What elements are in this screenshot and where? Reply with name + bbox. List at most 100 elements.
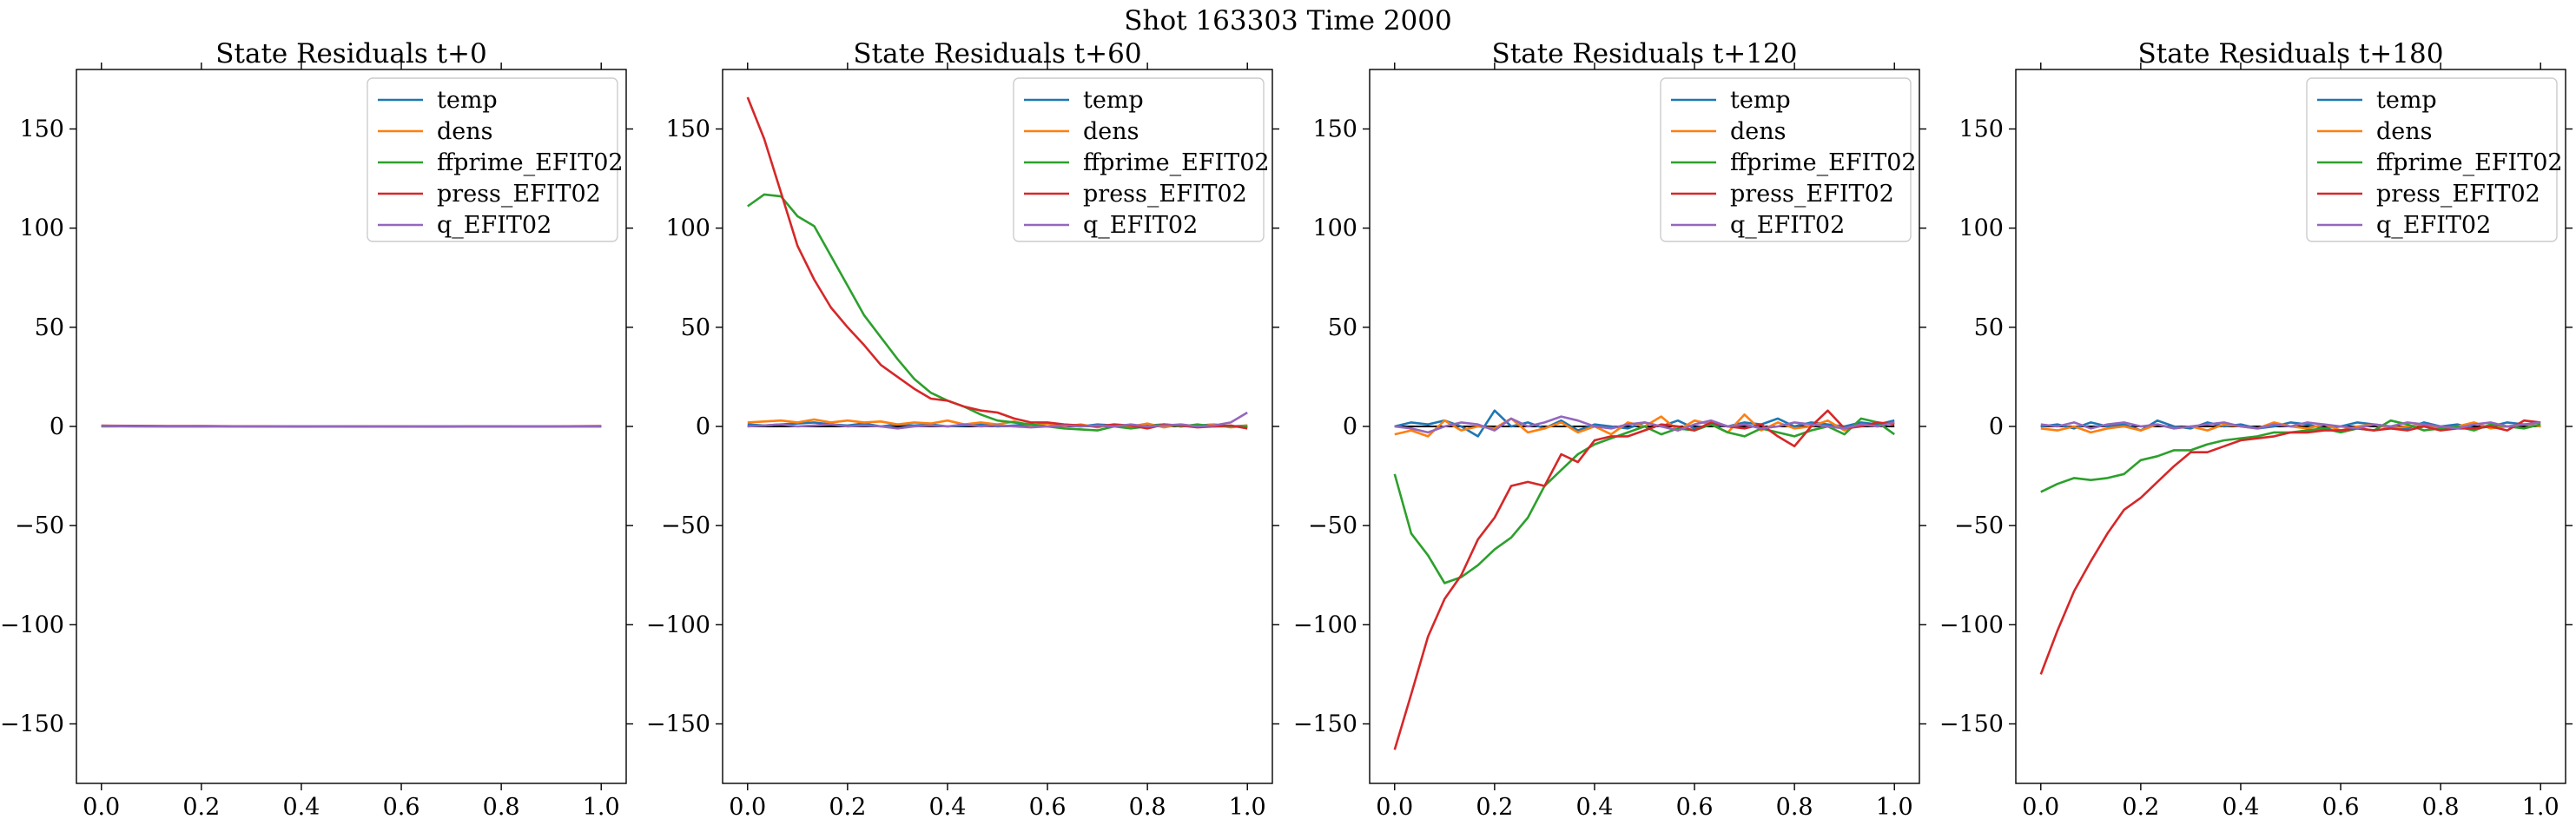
y-tick-label: 0 (1343, 413, 1357, 440)
series-line-ffprime-efit02 (1393, 417, 1895, 585)
axes-frame (722, 69, 1273, 784)
y-tick-label: 100 (19, 215, 64, 242)
x-tick-label: 1.0 (2522, 794, 2559, 819)
x-tick-label: 0.0 (729, 794, 766, 819)
legend-entry: q_EFIT02 (1730, 212, 1845, 239)
x-tick-label: 1.0 (583, 794, 620, 819)
y-tick-label: −100 (1939, 611, 2004, 638)
legend-entry: dens (437, 118, 493, 145)
x-tick-label: 0.2 (2122, 794, 2159, 819)
axes-frame (2015, 69, 2566, 784)
legend-entry: q_EFIT02 (1083, 212, 1198, 239)
y-tick-label: 0 (1989, 413, 2004, 440)
legend-entry: q_EFIT02 (2376, 212, 2491, 239)
x-tick-label: 0.8 (483, 794, 520, 819)
y-tick-label: 50 (35, 314, 64, 341)
y-tick-label: 150 (1958, 116, 2004, 143)
panel-title: State Residuals t+180 (2138, 38, 2444, 69)
x-tick-label: 0.0 (1376, 794, 1413, 819)
y-tick-label: 50 (1974, 314, 2004, 341)
legend-entry: dens (2376, 118, 2433, 145)
legend-entry: press_EFIT02 (1730, 181, 1894, 208)
legend-box (1660, 77, 1912, 242)
x-tick-label: 0.6 (383, 794, 420, 819)
legend-entry: ffprime_EFIT02 (1083, 149, 1270, 176)
series-line-press-efit02 (1393, 409, 1895, 750)
y-tick-label: −150 (1939, 711, 2004, 738)
x-tick-label: 0.0 (83, 794, 120, 819)
x-tick-label: 0.6 (2322, 794, 2360, 819)
x-tick-label: 0.2 (1476, 794, 1513, 819)
legend-entry: press_EFIT02 (437, 181, 601, 208)
x-tick-label: 0.4 (2222, 794, 2259, 819)
series-line-ffprime-efit02 (2040, 419, 2541, 493)
legend-entry: ffprime_EFIT02 (437, 149, 624, 176)
legend-entry: ffprime_EFIT02 (1730, 149, 1917, 176)
series-line-q-efit02 (747, 411, 1248, 430)
y-tick-label: −100 (646, 611, 710, 638)
legend-entry: dens (1083, 118, 1139, 145)
y-tick-label: −150 (1293, 711, 1357, 738)
legend-entry: temp (437, 87, 498, 114)
y-tick-label: −50 (1308, 512, 1357, 539)
y-tick-label: −100 (1293, 611, 1357, 638)
legend: temp dens ffprime_EFIT02 press_EFIT02 q_EFIT… (1013, 77, 1270, 242)
x-tick-label: 0.8 (2422, 794, 2460, 819)
legend-entry: temp (2376, 87, 2437, 114)
x-tick-label: 0.6 (1676, 794, 1714, 819)
legend: temp dens ffprime_EFIT02 press_EFIT02 q_EFIT… (367, 77, 624, 242)
legend-entry: press_EFIT02 (1083, 181, 1247, 208)
y-tick-label: 50 (1328, 314, 1357, 341)
y-tick-label: −150 (0, 711, 64, 738)
y-tick-label: 0 (696, 413, 710, 440)
chart-panel-2: State Residuals t+60 0.0 0.2 0.4 0.6 0.8 1.0 −1… (646, 38, 1279, 819)
legend: temp dens ffprime_EFIT02 press_EFIT02 q_EFIT… (1660, 77, 1917, 242)
legend-entry: q_EFIT02 (437, 212, 552, 239)
x-tick-label: 0.2 (182, 794, 220, 819)
x-tick-label: 0.4 (282, 794, 320, 819)
x-tick-label: 0.0 (2022, 794, 2059, 819)
x-tick-label: 0.4 (928, 794, 966, 819)
series-line-q-efit02 (1394, 415, 1895, 434)
series-line-temp (2040, 419, 2541, 432)
legend-entry: temp (1083, 87, 1144, 114)
y-tick-label: −50 (1954, 512, 2004, 539)
y-tick-label: 0 (50, 413, 64, 440)
y-tick-label: 150 (665, 116, 710, 143)
x-tick-label: 1.0 (1229, 794, 1266, 819)
legend-box (367, 77, 618, 242)
series-line-press-efit02 (2039, 419, 2541, 675)
y-tick-label: −50 (661, 512, 710, 539)
legend: temp dens ffprime_EFIT02 press_EFIT02 q_EFIT… (2306, 77, 2563, 242)
series-line-q-efit02 (101, 425, 602, 428)
y-tick-label: −150 (646, 711, 710, 738)
y-tick-label: 150 (1312, 116, 1357, 143)
axes-frame (1369, 69, 1920, 784)
panel-title: State Residuals t+0 (215, 38, 486, 69)
y-tick-label: 100 (665, 215, 710, 242)
legend-entry: ffprime_EFIT02 (2376, 149, 2563, 176)
x-tick-label: 0.8 (1776, 794, 1813, 819)
legend-box (1013, 77, 1265, 242)
chart-panel-4: State Residuals t+180 0.0 0.2 0.4 0.6 0.8 1.0 −… (1939, 38, 2573, 819)
legend-entry: temp (1730, 87, 1791, 114)
legend-box (2306, 77, 2558, 242)
y-tick-label: 50 (681, 314, 710, 341)
y-tick-label: 100 (1312, 215, 1357, 242)
legend-entry: dens (1730, 118, 1787, 145)
x-tick-label: 0.8 (1129, 794, 1166, 819)
chart-panel-3: State Residuals t+120 0.0 0.2 0.4 0.6 0.8 1.0 −… (1293, 38, 1926, 819)
figure-suptitle: Shot 163303 Time 2000 (1124, 5, 1451, 36)
y-tick-label: 100 (1958, 215, 2004, 242)
panel-title: State Residuals t+120 (1492, 38, 1798, 69)
y-tick-label: 150 (19, 116, 64, 143)
series-line-q-efit02 (2040, 421, 2541, 430)
y-tick-label: −50 (15, 512, 64, 539)
x-tick-label: 1.0 (1876, 794, 1913, 819)
panel-title: State Residuals t+60 (853, 38, 1141, 69)
x-tick-label: 0.2 (829, 794, 866, 819)
y-tick-label: −100 (0, 611, 64, 638)
legend-entry: press_EFIT02 (2376, 181, 2540, 208)
x-tick-label: 0.6 (1029, 794, 1067, 819)
